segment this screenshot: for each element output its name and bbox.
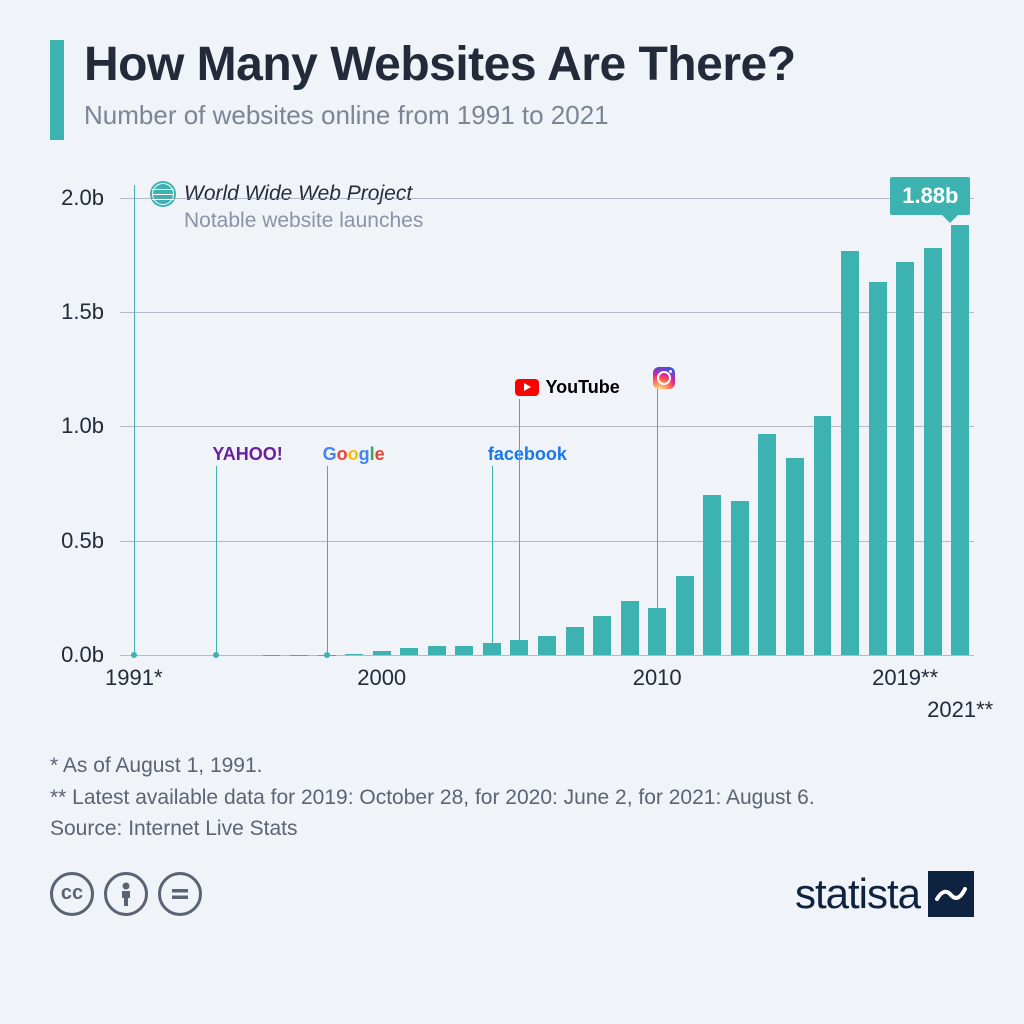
launch-marker-line <box>657 389 658 655</box>
bar <box>621 601 639 655</box>
bar <box>841 251 859 655</box>
baseline-dot <box>131 652 137 658</box>
bar <box>400 648 418 655</box>
launch-marker-line <box>519 399 520 655</box>
instagram-icon <box>653 367 675 389</box>
value-callout: 1.88b <box>890 177 970 215</box>
bar <box>814 416 832 655</box>
bar <box>373 651 391 655</box>
youtube-icon <box>515 379 539 396</box>
chart-title: How Many Websites Are There? <box>84 40 796 90</box>
x-axis-label: 2000 <box>357 665 406 691</box>
launch-marker-line <box>134 185 135 655</box>
gridline <box>120 655 974 656</box>
legend-line1: World Wide Web Project <box>184 182 412 206</box>
globe-icon <box>150 181 176 207</box>
bar <box>924 248 942 655</box>
bar <box>428 646 446 655</box>
header: How Many Websites Are There? Number of w… <box>50 40 974 140</box>
chart-subtitle: Number of websites online from 1991 to 2… <box>84 100 796 131</box>
footnote-3: Source: Internet Live Stats <box>50 813 974 845</box>
bar <box>538 636 556 655</box>
chart-legend: World Wide Web Project Notable website l… <box>150 181 423 233</box>
launch-marker-line <box>327 466 328 655</box>
accent-bar <box>50 40 64 140</box>
bar <box>455 646 473 655</box>
statista-text: statista <box>795 870 920 918</box>
launch-marker-label <box>653 367 675 389</box>
y-axis-label: 1.0b <box>61 413 104 439</box>
x-axis-label: 1991* <box>105 665 163 691</box>
license-icons: cc <box>50 872 202 916</box>
launch-marker-line <box>492 466 493 655</box>
x-axis-label: 2021** <box>927 697 993 723</box>
launch-marker-label: YAHOO! <box>212 444 282 465</box>
gridline <box>120 198 974 199</box>
launch-marker-line <box>216 466 217 655</box>
bar <box>345 654 363 655</box>
footnote-1: * As of August 1, 1991. <box>50 750 974 782</box>
x-axis-label: 2010 <box>633 665 682 691</box>
bar <box>951 225 969 655</box>
footnotes: * As of August 1, 1991. ** Latest availa… <box>50 750 974 845</box>
baseline-dot <box>213 652 219 658</box>
bar <box>786 458 804 655</box>
y-axis-label: 0.5b <box>61 528 104 554</box>
y-axis-label: 2.0b <box>61 185 104 211</box>
footer: cc statista <box>50 870 974 918</box>
bar <box>593 616 611 655</box>
footnote-2: ** Latest available data for 2019: Octob… <box>50 782 974 814</box>
launch-marker-label: facebook <box>488 444 567 465</box>
noderivs-icon <box>158 872 202 916</box>
x-axis-label: 2019** <box>872 665 938 691</box>
attribution-icon <box>104 872 148 916</box>
launch-marker-label: YouTube <box>515 377 619 398</box>
statista-wave-icon <box>928 871 974 917</box>
statista-logo: statista <box>795 870 974 918</box>
bar <box>703 495 721 655</box>
y-axis-label: 1.5b <box>61 299 104 325</box>
bar <box>758 434 776 655</box>
bar <box>896 262 914 655</box>
y-axis-label: 0.0b <box>61 642 104 668</box>
bar <box>676 576 694 655</box>
cc-icon: cc <box>50 872 94 916</box>
bar <box>731 501 749 655</box>
bar-chart: World Wide Web Project Notable website l… <box>50 175 974 735</box>
bar <box>566 627 584 655</box>
launch-marker-label: Google <box>323 444 385 465</box>
bar <box>869 282 887 655</box>
baseline-dot <box>324 652 330 658</box>
legend-line2: Notable website launches <box>184 209 423 233</box>
